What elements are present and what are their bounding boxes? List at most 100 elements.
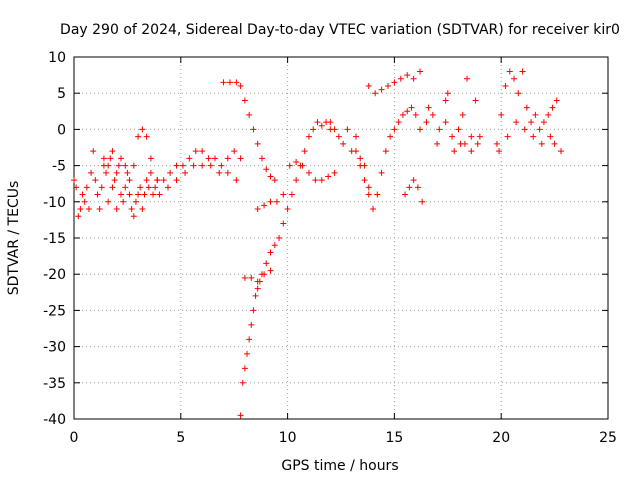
data-point <box>132 198 139 205</box>
data-point <box>261 271 268 278</box>
data-point <box>254 140 261 147</box>
data-point <box>558 148 565 155</box>
series-seg-afternoon-high <box>365 68 424 97</box>
data-point <box>267 198 274 205</box>
series-seg-evening-peaks <box>444 75 479 147</box>
data-point <box>340 140 347 147</box>
data-point <box>532 111 539 118</box>
data-point <box>406 184 413 191</box>
data-point <box>417 126 424 133</box>
data-point <box>273 198 280 205</box>
series-seg-late-cluster <box>493 68 560 147</box>
data-point <box>402 191 409 198</box>
data-point <box>528 119 535 126</box>
data-point <box>267 249 274 256</box>
data-point <box>173 177 180 184</box>
data-point <box>395 119 402 126</box>
data-point <box>457 140 464 147</box>
series-seg-evening-scatter <box>425 97 483 155</box>
data-point <box>237 155 244 162</box>
series-seg-plunge-side <box>241 267 274 285</box>
data-point <box>331 126 338 133</box>
data-point <box>83 184 90 191</box>
data-point <box>314 119 321 126</box>
grid <box>74 57 608 419</box>
data-point <box>109 148 116 155</box>
data-point <box>145 184 152 191</box>
data-point <box>147 169 154 176</box>
data-point <box>90 148 97 155</box>
data-point <box>293 177 300 184</box>
data-point <box>179 162 186 169</box>
data-point <box>312 177 319 184</box>
data-point <box>220 79 227 86</box>
data-point <box>254 285 261 292</box>
data-point <box>147 155 154 162</box>
data-point <box>105 162 112 169</box>
data-point <box>248 321 255 328</box>
data-point <box>357 162 364 169</box>
data-point <box>271 177 278 184</box>
data-point <box>498 111 505 118</box>
data-point <box>391 79 398 86</box>
y-tick-label: -15 <box>43 231 66 247</box>
data-point <box>239 379 246 386</box>
chart-title: Day 290 of 2024, Sidereal Day-to-day VTE… <box>60 22 620 38</box>
data-point <box>250 307 257 314</box>
data-point <box>417 68 424 75</box>
data-point <box>442 97 449 104</box>
series-seg-morning-rise <box>154 148 244 184</box>
data-point <box>115 162 122 169</box>
data-point <box>109 184 116 191</box>
y-tick-label: -20 <box>43 267 66 283</box>
data-point <box>551 140 558 147</box>
data-point <box>135 191 142 198</box>
data-point <box>241 274 248 281</box>
data-point <box>96 206 103 213</box>
tick-labels: 0 5 10 15 20 25 -40 -35 -30 -25 -20 -15 -10 -5 0 5 10 <box>43 50 617 446</box>
series-seg-late-lower <box>496 119 554 155</box>
data-point <box>410 75 417 82</box>
data-point <box>374 191 381 198</box>
series-seg-noon-scatter <box>327 119 372 191</box>
data-point <box>436 126 443 133</box>
data-point <box>352 148 359 155</box>
data-point <box>126 177 133 184</box>
data-point <box>143 177 150 184</box>
data-point <box>160 177 167 184</box>
data-point <box>468 133 475 140</box>
data-point <box>254 278 261 285</box>
data-point <box>190 162 197 169</box>
data-point <box>414 184 421 191</box>
data-point <box>252 292 259 299</box>
y-tick-label: -5 <box>52 159 66 175</box>
x-tick-label: 5 <box>176 430 185 446</box>
data-point <box>246 111 253 118</box>
data-point <box>152 184 159 191</box>
data-point <box>468 148 475 155</box>
data-point <box>117 191 124 198</box>
data-point <box>241 365 248 372</box>
data-point <box>122 184 129 191</box>
series-seg-plunge-recovery <box>239 119 334 386</box>
data-point <box>135 133 142 140</box>
series-seg-afternoon-low <box>402 177 426 205</box>
series-seg-morning-lower <box>156 162 240 198</box>
series-seg-mid-branch <box>254 158 338 213</box>
data-point <box>365 184 372 191</box>
data-point <box>391 126 398 133</box>
data-point <box>365 82 372 89</box>
y-tick-label: -25 <box>43 303 66 319</box>
data-point <box>75 213 82 220</box>
data-point <box>130 162 137 169</box>
data-point <box>85 206 92 213</box>
data-point <box>493 140 500 147</box>
data-point <box>496 148 503 155</box>
data-point <box>504 133 511 140</box>
data-point <box>293 158 300 165</box>
series-seg-evening-band <box>423 111 481 147</box>
data-point <box>246 336 253 343</box>
data-point <box>182 169 189 176</box>
data-point <box>464 75 471 82</box>
data-point <box>267 267 274 274</box>
